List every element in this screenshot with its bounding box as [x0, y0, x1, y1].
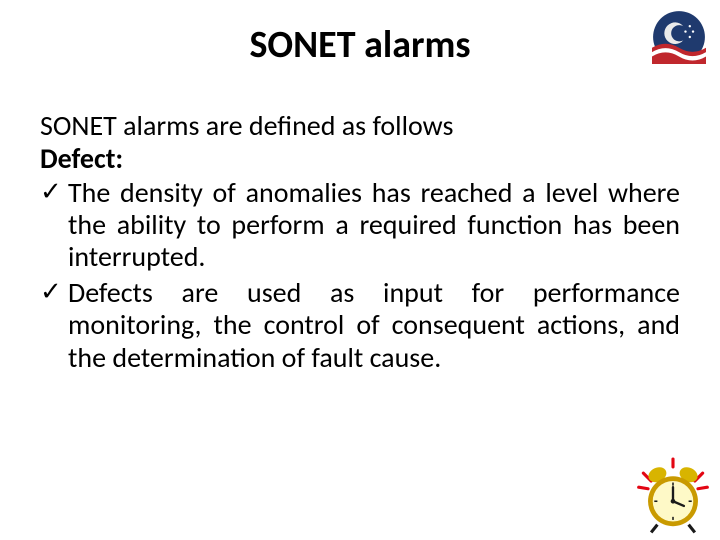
defect-heading: Defect: [40, 143, 680, 174]
bullet-item: ✓ The density of anomalies has reached a… [40, 177, 680, 274]
checkmark-icon: ✓ [40, 177, 68, 207]
intro-line: SONET alarms are defined as follows [40, 110, 680, 141]
bullet-text: Defects are used as input for performanc… [68, 277, 680, 374]
bullet-item: ✓ Defects are used as input for performa… [40, 277, 680, 374]
bullet-text: The density of anomalies has reached a l… [68, 177, 680, 274]
slide: SONET alarms SONET alarms are defined as… [0, 0, 720, 540]
slide-title: SONET alarms [0, 22, 720, 68]
alarm-clock-icon [634, 456, 712, 534]
checkmark-icon: ✓ [40, 277, 68, 307]
slide-body: SONET alarms are defined as follows Defe… [40, 110, 680, 378]
